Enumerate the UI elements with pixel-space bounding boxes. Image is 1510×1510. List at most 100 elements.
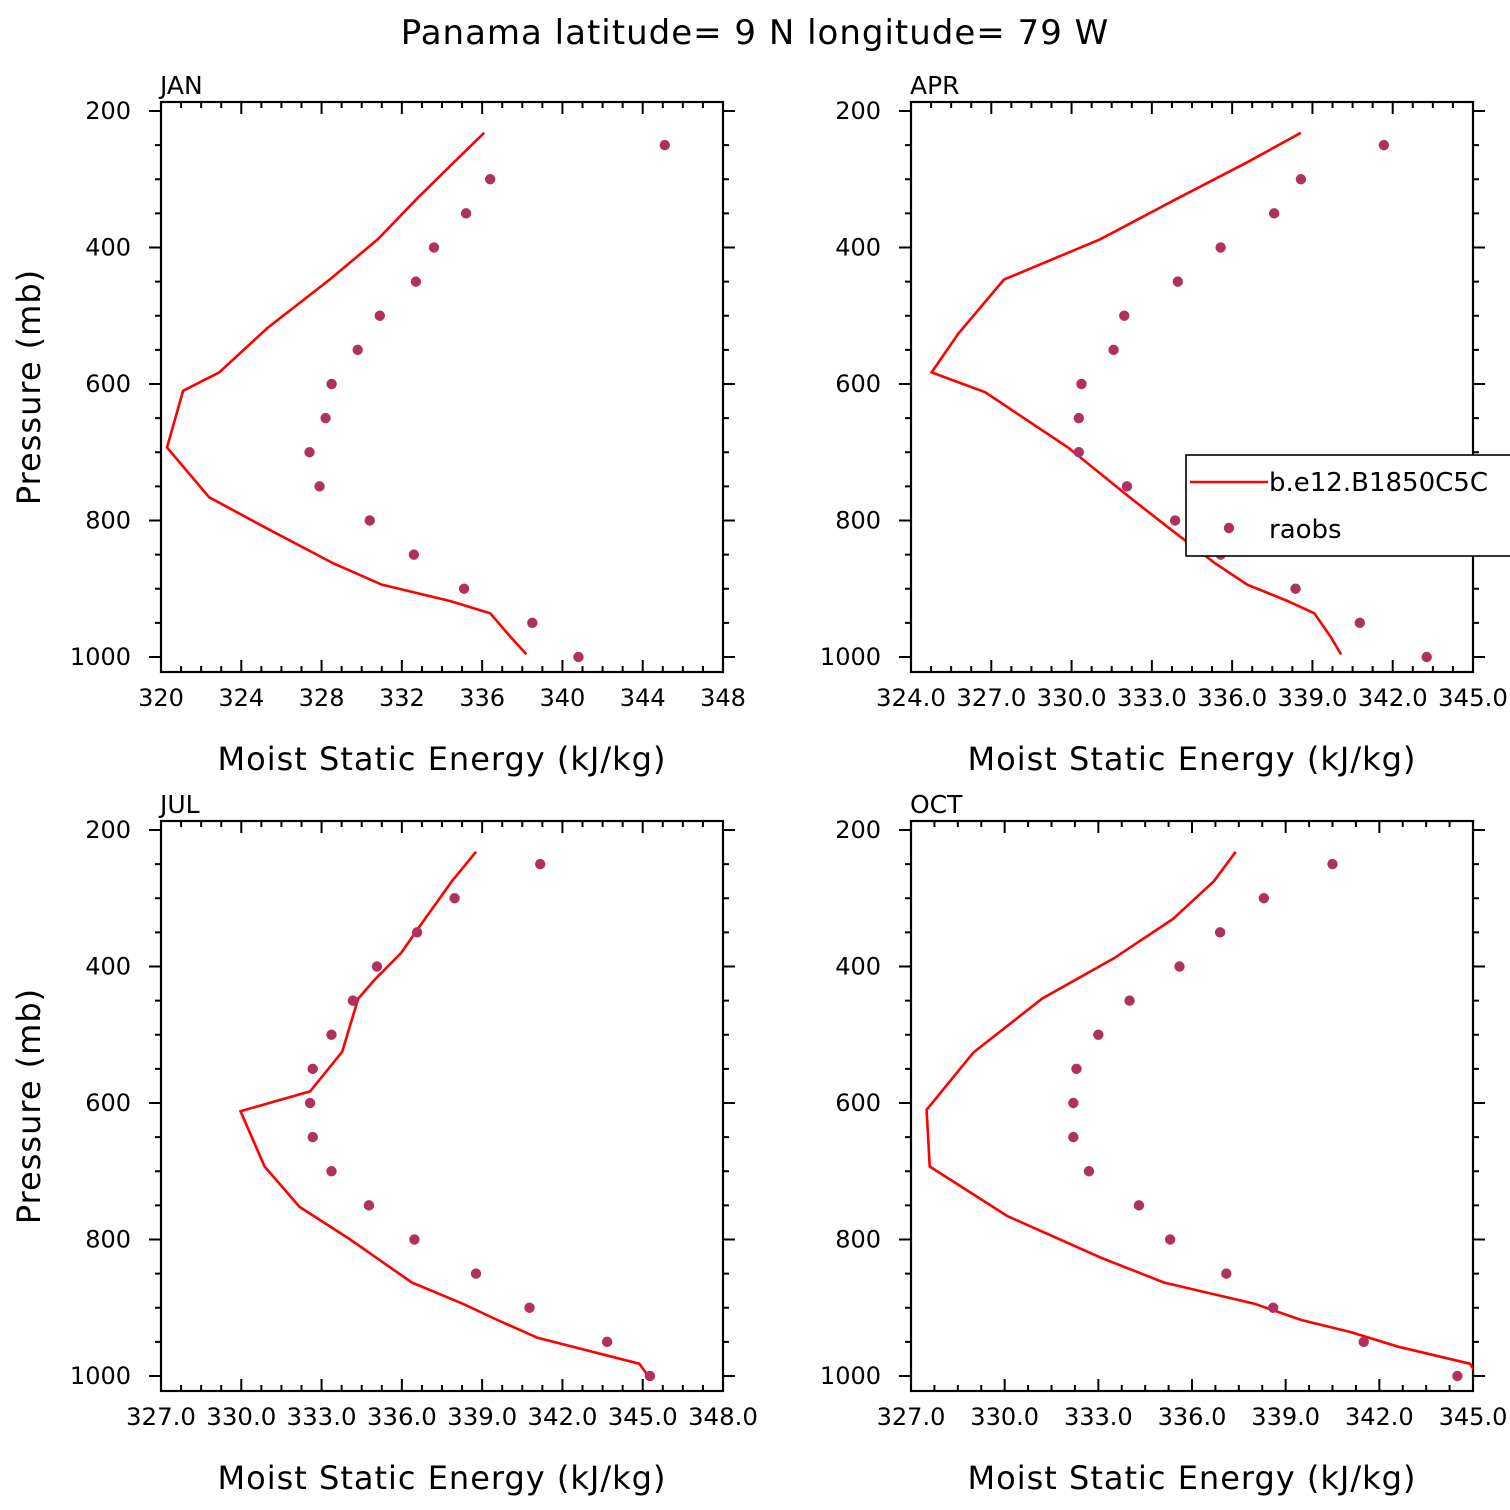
legend-box — [1185, 454, 1510, 557]
y-tick-label: 400 — [835, 234, 881, 262]
obs-point — [1452, 1370, 1463, 1382]
series-line-model — [238, 850, 649, 1376]
plot-area — [925, 851, 1473, 1382]
obs-point — [1068, 1097, 1079, 1109]
obs-point — [347, 995, 359, 1006]
obs-point — [1354, 617, 1365, 629]
y-axis-title: Pressure (mb) — [10, 988, 48, 1224]
y-tick-label: 200 — [85, 816, 131, 844]
y-tick-label: 600 — [835, 1089, 881, 1117]
x-axis-title: Moist Static Energy (kJ/kg) — [218, 740, 667, 778]
x-tick-label: 336.0 — [367, 1403, 437, 1431]
x-tick-label: 324.0 — [876, 684, 946, 712]
y-tick-label: 1000 — [820, 643, 881, 671]
y-axis-title: Pressure (mb) — [10, 269, 48, 505]
y-tick-label: 1000 — [70, 1362, 131, 1390]
panel-label: APR — [910, 71, 960, 100]
plot-frame — [909, 819, 1475, 1393]
obs-point — [524, 1302, 535, 1313]
obs-point — [304, 1097, 316, 1109]
panel-oct: OCT 200 400 600 800 1000 327.0 330.0 333.0 336.0 3… — [820, 790, 1507, 1497]
x-tick-label: 336.0 — [1197, 684, 1267, 712]
obs-point — [535, 858, 546, 870]
obs-point — [1421, 651, 1432, 663]
x-tick-label: 340 — [540, 684, 586, 712]
legend: b.e12.B1850C5C raobs — [1185, 454, 1510, 557]
plot-area — [238, 850, 656, 1382]
obs-point — [1076, 378, 1087, 390]
x-tick-label: 336.0 — [1158, 1403, 1227, 1431]
y-tick-label: 1000 — [820, 1362, 881, 1390]
obs-point — [1267, 1302, 1279, 1313]
y-tick-label: 200 — [85, 97, 131, 125]
obs-point — [1093, 1029, 1104, 1040]
obs-point — [1121, 481, 1133, 492]
obs-point — [1295, 174, 1307, 185]
x-tick-label: 327.0 — [877, 1403, 946, 1431]
obs-point — [1378, 139, 1390, 151]
obs-point — [320, 412, 331, 424]
obs-point — [1068, 1131, 1079, 1143]
y-tick-label: 600 — [85, 370, 131, 398]
figure-title: Panama latitude= 9 N longitude= 79 W — [401, 13, 1110, 53]
y-tick-label: 600 — [85, 1089, 131, 1117]
y-tick-label: 1000 — [70, 643, 131, 671]
x-tick-label: 339.0 — [1277, 684, 1347, 712]
plot-area — [165, 131, 670, 663]
x-axis-title: Moist Static Energy (kJ/kg) — [968, 1459, 1417, 1497]
x-tick-label: 339.0 — [1251, 1403, 1320, 1431]
x-tick-label: 345.0 — [608, 1403, 678, 1431]
legend-label-obs: raobs — [1269, 515, 1342, 545]
x-tick-label: 320 — [138, 684, 184, 712]
panel-apr: APR 200 400 600 800 1000 324.0 327.0 330.0 333.0 3… — [820, 71, 1508, 778]
plot-frame — [159, 100, 725, 674]
obs-point — [1214, 927, 1226, 938]
y-tick-label: 800 — [835, 1226, 881, 1254]
panel-label: OCT — [910, 790, 963, 819]
panel-jul: JUL 200 400 600 800 1000 327.0 330.0 333.0 336.0 3… — [10, 790, 758, 1497]
obs-point — [1358, 1336, 1369, 1348]
obs-point — [527, 617, 538, 629]
x-tick-label: 344 — [620, 684, 666, 712]
y-tick-label: 800 — [85, 507, 131, 535]
legend-label-model: b.e12.B1850C5C — [1269, 468, 1488, 498]
obs-point — [326, 1166, 337, 1177]
obs-point — [326, 1029, 337, 1040]
obs-point — [1133, 1200, 1145, 1211]
y-tick-label: 200 — [835, 816, 881, 844]
plot-frame — [909, 100, 1475, 674]
obs-point — [484, 174, 496, 185]
x-tick-label: 342.0 — [1358, 684, 1428, 712]
obs-point — [304, 447, 315, 458]
obs-point — [1221, 1268, 1232, 1279]
obs-point — [644, 1370, 656, 1382]
panel-label: JAN — [158, 71, 203, 100]
plot-frame — [159, 819, 725, 1393]
x-axis-title: Moist Static Energy (kJ/kg) — [218, 1459, 667, 1497]
obs-point — [409, 1234, 420, 1245]
obs-point — [573, 651, 584, 663]
obs-point — [1073, 447, 1084, 458]
y-tick-label: 400 — [85, 234, 131, 262]
obs-point — [458, 583, 470, 594]
obs-point — [1164, 1234, 1176, 1245]
obs-point — [326, 378, 337, 390]
x-tick-label: 324 — [218, 684, 264, 712]
obs-point — [659, 139, 670, 151]
x-tick-label: 328 — [299, 684, 345, 712]
obs-point — [1172, 276, 1184, 287]
obs-point — [428, 242, 440, 253]
x-tick-label: 330.0 — [1037, 684, 1107, 712]
obs-point — [1174, 961, 1185, 972]
x-tick-label: 336 — [459, 684, 505, 712]
y-tick-label: 400 — [835, 953, 881, 981]
x-tick-label: 348.0 — [688, 1403, 758, 1431]
plot-area — [929, 131, 1432, 663]
x-tick-label: 330.0 — [206, 1403, 276, 1431]
obs-point — [1124, 995, 1135, 1006]
obs-point — [1258, 893, 1270, 904]
obs-point — [1290, 583, 1301, 594]
x-tick-label: 332 — [379, 684, 425, 712]
